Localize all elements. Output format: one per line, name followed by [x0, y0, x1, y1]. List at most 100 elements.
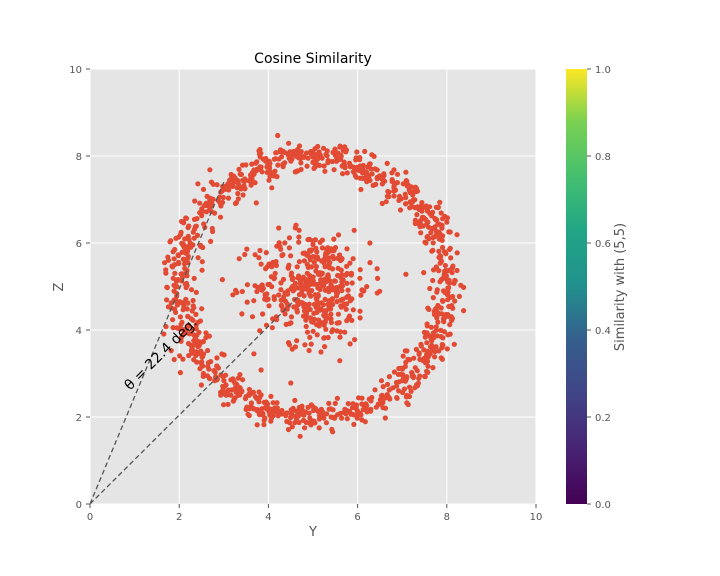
data-point: [301, 258, 307, 264]
angle-ray: [90, 294, 301, 504]
data-point: [327, 300, 333, 306]
data-point: [394, 171, 401, 177]
data-point: [377, 397, 383, 403]
data-point: [334, 287, 340, 293]
x-tick-label: 2: [176, 512, 182, 523]
data-point: [263, 250, 269, 256]
data-point: [403, 376, 409, 382]
data-point: [315, 303, 321, 309]
data-point: [308, 276, 314, 282]
data-point: [434, 289, 440, 295]
data-point: [357, 157, 363, 163]
data-point: [179, 274, 185, 280]
data-point: [307, 315, 314, 321]
data-point: [268, 393, 274, 399]
data-point: [195, 319, 201, 325]
data-point: [438, 258, 444, 264]
data-point: [331, 415, 337, 421]
data-point: [374, 176, 380, 182]
data-point: [362, 169, 368, 175]
y-tick-label: 4: [76, 326, 82, 337]
data-point: [274, 317, 280, 323]
data-point: [404, 400, 410, 406]
data-point: [428, 230, 434, 236]
data-point: [271, 296, 277, 302]
data-point: [252, 180, 258, 186]
data-point: [328, 282, 334, 288]
data-point: [273, 150, 279, 156]
data-point: [184, 306, 190, 312]
data-point: [221, 378, 227, 384]
data-point: [248, 182, 254, 188]
colorbar: [566, 69, 587, 504]
data-point: [381, 171, 387, 177]
data-point: [239, 311, 245, 317]
data-point: [344, 294, 350, 300]
data-point: [305, 306, 311, 312]
data-point: [337, 411, 343, 417]
data-point: [258, 261, 264, 267]
data-point: [367, 177, 373, 183]
data-point: [204, 373, 211, 379]
data-point: [248, 391, 254, 397]
data-point: [311, 281, 317, 287]
data-point: [171, 356, 177, 363]
data-point: [448, 255, 454, 261]
data-point: [447, 245, 453, 251]
data-point: [428, 211, 434, 217]
data-point: [415, 380, 421, 386]
data-point: [259, 287, 265, 293]
data-point: [331, 236, 337, 242]
x-tick-label: 4: [265, 512, 271, 523]
data-point: [319, 237, 325, 243]
data-point: [303, 317, 309, 323]
data-point: [435, 205, 441, 211]
data-point: [321, 312, 327, 318]
data-point: [304, 163, 310, 169]
data-point: [269, 185, 275, 191]
data-point: [335, 311, 341, 317]
data-point: [185, 322, 192, 328]
data-point: [235, 180, 241, 186]
data-point: [311, 418, 317, 424]
data-point: [331, 248, 337, 254]
data-point: [282, 240, 288, 246]
data-point: [164, 285, 170, 291]
data-point: [275, 162, 281, 168]
data-point: [386, 374, 392, 380]
data-point: [177, 314, 183, 320]
data-point: [197, 200, 203, 206]
data-point: [397, 207, 404, 213]
data-point: [347, 164, 353, 170]
data-point: [350, 256, 356, 262]
data-point: [340, 171, 346, 177]
data-point: [194, 216, 200, 222]
data-point: [451, 341, 457, 347]
data-point: [272, 168, 278, 174]
data-point: [428, 324, 434, 330]
x-tick-label: 6: [354, 512, 360, 523]
data-point: [237, 392, 243, 398]
data-point: [358, 292, 364, 298]
data-point: [450, 263, 456, 269]
data-point: [167, 239, 173, 245]
data-point: [315, 292, 321, 298]
data-point: [435, 302, 441, 309]
y-tick-label: 2: [76, 413, 82, 424]
data-point: [344, 170, 350, 176]
data-point: [165, 257, 172, 263]
data-point: [446, 229, 452, 235]
data-point: [421, 270, 427, 276]
data-point: [414, 212, 420, 218]
data-point: [290, 276, 296, 282]
data-point: [269, 325, 275, 331]
y-tick-label: 6: [76, 239, 82, 250]
data-point: [208, 195, 214, 202]
data-point: [252, 283, 258, 289]
data-point: [310, 319, 316, 325]
y-tick-label: 10: [69, 65, 82, 76]
colorbar-tick-label: 0.8: [595, 152, 611, 163]
data-point: [163, 270, 169, 276]
data-point: [414, 368, 420, 374]
data-point: [338, 275, 344, 281]
